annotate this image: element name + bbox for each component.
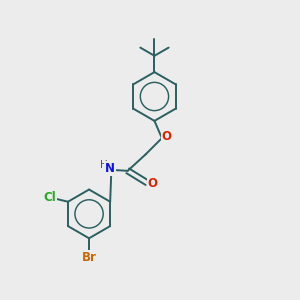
- Text: N: N: [105, 162, 115, 175]
- Text: Cl: Cl: [43, 191, 56, 204]
- Text: O: O: [162, 130, 172, 143]
- Text: H: H: [100, 160, 108, 170]
- Text: O: O: [147, 177, 158, 190]
- Text: Br: Br: [82, 251, 97, 264]
